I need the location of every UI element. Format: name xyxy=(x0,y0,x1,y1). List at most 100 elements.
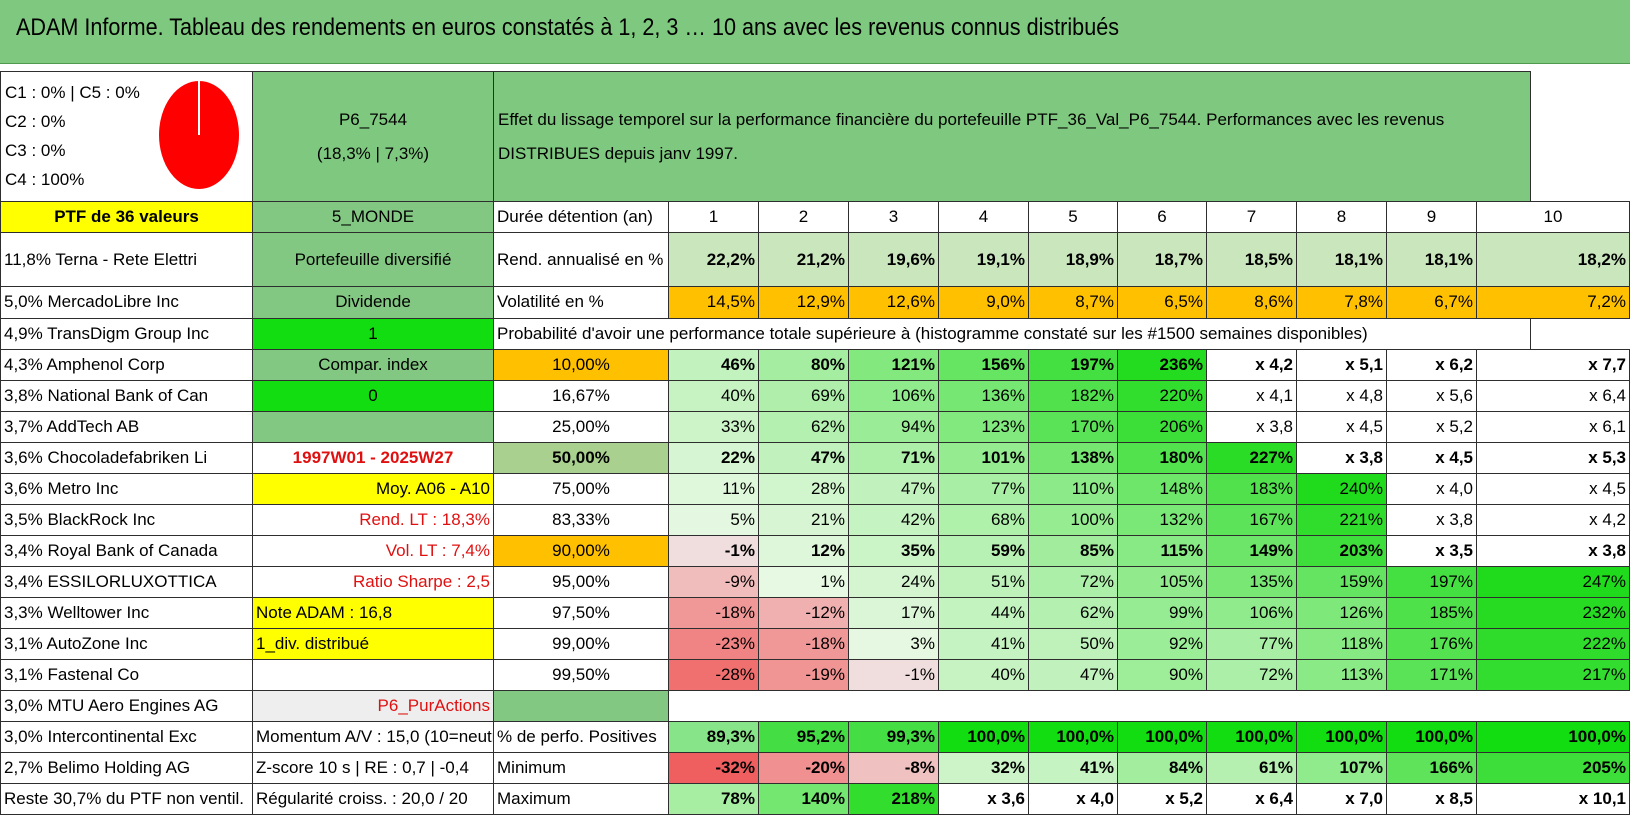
portfolio-code: P6_7544 xyxy=(338,109,408,129)
dividend-value: 1 xyxy=(252,317,494,350)
probability-value: 171% xyxy=(1386,658,1477,691)
min-value: -20% xyxy=(758,751,849,784)
min-value: 61% xyxy=(1206,751,1297,784)
probability-value: 3% xyxy=(848,627,939,660)
probability-value: -18% xyxy=(758,627,849,660)
positive-value: 89,3% xyxy=(668,720,759,753)
probability-value: 71% xyxy=(848,441,939,474)
table-row: 3,1% Fastenal Co 99,50% -28% -19% -1% 40% 47% 9… xyxy=(0,658,1630,691)
zscore: Z-score 10 s | RE : 0,7 | -0,4 xyxy=(252,751,494,784)
holding-item: 4,3% Amphenol Corp xyxy=(0,348,253,381)
positive-value: 100,0% xyxy=(1117,720,1207,753)
holding-item: 3,5% BlackRock Inc xyxy=(0,503,253,536)
probability-value: 47% xyxy=(848,472,939,505)
probability-value: 72% xyxy=(1206,658,1297,691)
table-row: 3,1% AutoZone Inc 1_div. distribué 99,00% -… xyxy=(0,627,1630,660)
probability-threshold: 95,00% xyxy=(493,565,669,598)
holding-item: 3,4% ESSILORLUXOTTICA xyxy=(0,565,253,598)
table-row: 3,4% Royal Bank of Canada Vol. LT : 7,4% 9… xyxy=(0,534,1630,567)
probability-value: x 4,5 xyxy=(1476,472,1630,505)
duree-label: Durée détention (an) xyxy=(493,201,669,234)
probability-value: 118% xyxy=(1296,627,1387,660)
probability-value: 68% xyxy=(938,503,1029,536)
table-row: 4,3% Amphenol Corp Compar. index 10,00% 46%… xyxy=(0,348,1630,381)
max-value: x 3,6 xyxy=(938,782,1029,815)
holding-item: 5,0% MercadoLibre Inc xyxy=(0,285,253,319)
composition-line: C3 : 0% xyxy=(5,141,66,160)
probability-threshold: 99,50% xyxy=(493,658,669,691)
dividend-label: Dividende xyxy=(252,285,494,319)
positive-value: 100,0% xyxy=(1476,720,1630,753)
compar-label: Compar. index xyxy=(252,348,494,381)
empty-cell xyxy=(252,410,494,443)
probability-value: 33% xyxy=(668,410,759,443)
page-title: ADAM Informe. Tableau des rendements en … xyxy=(16,14,1120,41)
probability-value: 167% xyxy=(1206,503,1297,536)
probability-value: 11% xyxy=(668,472,759,505)
min-value: 205% xyxy=(1476,751,1630,784)
positive-value: 95,2% xyxy=(758,720,849,753)
rend-value: 18,5% xyxy=(1206,232,1297,287)
table-row: PTF de 36 valeurs 5_MONDE Durée détention … xyxy=(0,201,1630,234)
probability-value: 62% xyxy=(758,410,849,443)
positive-value: 100,0% xyxy=(1296,720,1387,753)
table-row: 2,7% Belimo Holding AG Z-score 10 s | RE … xyxy=(0,751,1630,784)
table-row: 3,3% Welltower Inc Note ADAM : 16,8 97,50%… xyxy=(0,596,1630,629)
table-row: 4,9% TransDigm Group Inc 1 Probabilité d'a… xyxy=(0,317,1630,350)
rend-value: 18,1% xyxy=(1386,232,1477,287)
note-adam: Note ADAM : 16,8 xyxy=(252,596,494,629)
probability-value: 85% xyxy=(1028,534,1118,567)
vol-value: 7,2% xyxy=(1476,285,1630,319)
probability-value: -1% xyxy=(668,534,759,567)
rend-label: Rend. annualisé en % xyxy=(493,232,669,287)
min-label: Minimum xyxy=(493,751,669,784)
probability-value: 12% xyxy=(758,534,849,567)
max-value: x 7,0 xyxy=(1296,782,1387,815)
probability-value: 47% xyxy=(758,441,849,474)
min-value: 32% xyxy=(938,751,1029,784)
probability-value: 51% xyxy=(938,565,1029,598)
holding-item: 3,3% Welltower Inc xyxy=(0,596,253,629)
table-row: 3,0% MTU Aero Engines AG P6_PurActions xyxy=(0,689,1630,722)
year-header: 10 xyxy=(1476,201,1630,234)
probability-value: 62% xyxy=(1028,596,1118,629)
holding-item: 3,7% AddTech AB xyxy=(0,410,253,443)
positive-value: 100,0% xyxy=(1206,720,1297,753)
holding-item: 2,7% Belimo Holding AG xyxy=(0,751,253,784)
probability-value: 182% xyxy=(1028,379,1118,412)
max-value: x 10,1 xyxy=(1476,782,1630,815)
probability-value: -12% xyxy=(758,596,849,629)
probability-value: 106% xyxy=(848,379,939,412)
probability-value: x 5,1 xyxy=(1296,348,1387,381)
vol-value: 12,6% xyxy=(848,285,939,319)
probability-value: 206% xyxy=(1117,410,1207,443)
probability-threshold: 10,00% xyxy=(493,348,669,381)
rend-lt: Rend. LT : 18,3% xyxy=(252,503,494,536)
probability-value: 40% xyxy=(668,379,759,412)
portfolio-header: P6_7544 (18,3% | 7,3%) xyxy=(252,70,494,203)
probability-value: 149% xyxy=(1206,534,1297,567)
probability-value: 148% xyxy=(1117,472,1207,505)
probability-value: 17% xyxy=(848,596,939,629)
probability-value: 77% xyxy=(938,472,1029,505)
performance-table: C1 : 0% | C5 : 0% C2 : 0% C3 : 0% C4 : 100%… xyxy=(0,70,1630,815)
probability-threshold: 97,50% xyxy=(493,596,669,629)
vol-value: 8,7% xyxy=(1028,285,1118,319)
holding-item: 3,6% Chocoladefabriken Li xyxy=(0,441,253,474)
regularite: Régularité croiss. : 20,0 / 20 xyxy=(252,782,494,815)
rend-value: 18,2% xyxy=(1476,232,1630,287)
probability-value: -18% xyxy=(668,596,759,629)
probability-value: 50% xyxy=(1028,627,1118,660)
probability-value: 180% xyxy=(1117,441,1207,474)
vol-value: 12,9% xyxy=(758,285,849,319)
probability-value: x 5,3 xyxy=(1476,441,1630,474)
empty-cell xyxy=(252,658,494,691)
table-row: Reste 30,7% du PTF non ventil. Régularité… xyxy=(0,782,1630,815)
min-value: -32% xyxy=(668,751,759,784)
moy-label: Moy. A06 - A10 xyxy=(252,472,494,505)
probability-value: 90% xyxy=(1117,658,1207,691)
rend-value: 18,9% xyxy=(1028,232,1118,287)
probability-value: x 6,2 xyxy=(1386,348,1477,381)
probability-value: -1% xyxy=(848,658,939,691)
probability-value: -9% xyxy=(668,565,759,598)
